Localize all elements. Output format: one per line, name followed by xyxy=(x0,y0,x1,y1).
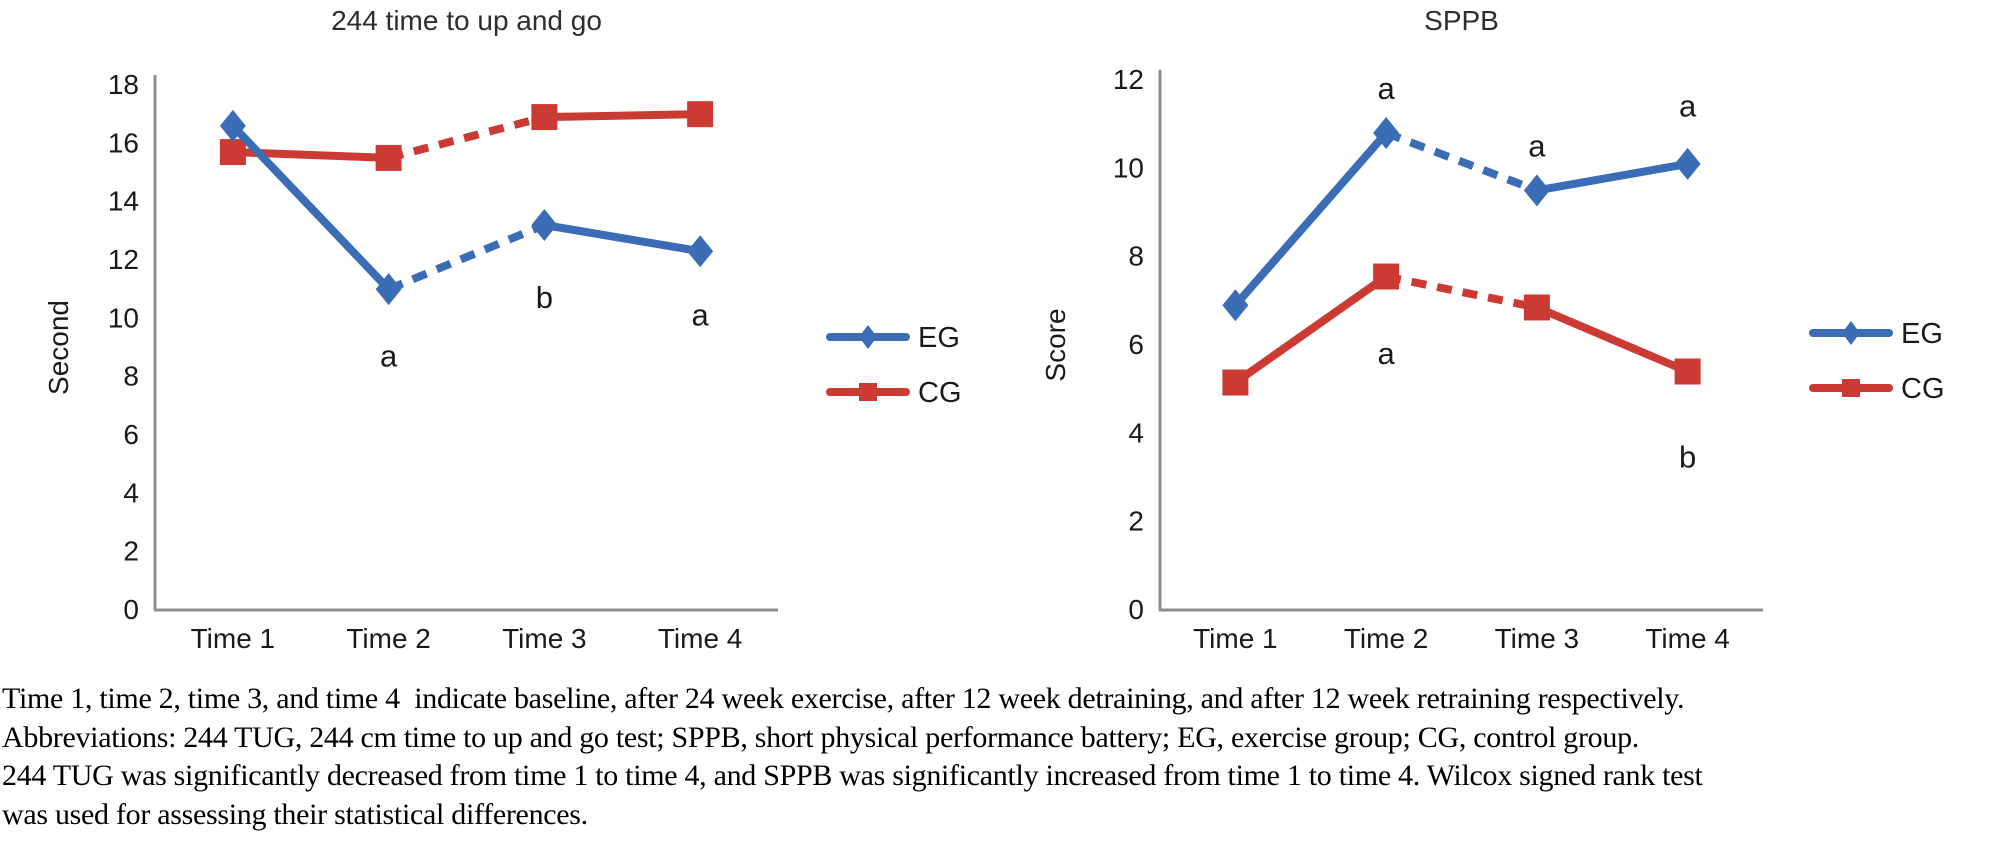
x-tick-label: Time 4 xyxy=(658,623,743,654)
series-marker-CG xyxy=(531,104,558,131)
annotation-label: a xyxy=(1679,89,1697,124)
series-line-CG xyxy=(1231,272,1391,387)
series-marker-CG xyxy=(219,139,246,166)
y-tick-label: 18 xyxy=(108,69,139,100)
legend-item-CG: CG xyxy=(1809,373,1945,405)
series-line-EG xyxy=(1532,159,1692,195)
series-line-EG xyxy=(387,221,546,293)
series-marker-CG xyxy=(687,101,714,128)
legend-item-EG: EG xyxy=(826,322,960,354)
chart-canvas: 244 time to up and go Second 0 2 4 6 8 10 12 14 16… xyxy=(43,5,962,654)
series-marker-EG xyxy=(531,209,558,241)
figure-caption: Time 1, time 2, time 3, and time 4 indic… xyxy=(2,680,1995,834)
y-axis-title: Second xyxy=(43,300,74,395)
x-tick-label: Time 2 xyxy=(346,623,431,654)
chart-244-tug: 244 time to up and go Second 0 2 4 6 8 10 12 14 16… xyxy=(0,0,1040,672)
y-tick-label: 16 xyxy=(108,127,139,158)
y-tick-label: 10 xyxy=(108,302,139,333)
x-tick-label: Time 4 xyxy=(1645,623,1730,654)
legend-label-CG: CG xyxy=(918,377,962,409)
series-marker-EG xyxy=(375,273,402,306)
chart-title: SPPB xyxy=(1424,5,1499,36)
series-line-CG xyxy=(1385,272,1538,312)
x-tick-label: Time 3 xyxy=(502,623,587,654)
series-marker-EG xyxy=(1373,117,1400,149)
y-tick-label: 8 xyxy=(1128,241,1144,272)
annotation-label: b xyxy=(1679,440,1696,475)
legend-label-EG: EG xyxy=(1901,318,1943,350)
legend-marker-EG xyxy=(859,325,877,349)
y-tick-label: 6 xyxy=(1128,329,1144,360)
series-line-CG xyxy=(387,113,546,162)
y-tick-label: 2 xyxy=(1128,506,1144,537)
y-tick-label: 4 xyxy=(123,477,139,508)
y-tick-label: 0 xyxy=(123,594,139,625)
series-marker-CG xyxy=(1222,369,1249,396)
series-marker-CG xyxy=(1674,358,1701,385)
annotation-label: b xyxy=(536,280,553,315)
y-tick-label: 2 xyxy=(123,536,139,567)
legend-marker-CG xyxy=(859,383,877,401)
series-line-EG xyxy=(1384,129,1539,195)
y-axis-title: Score xyxy=(1040,308,1071,381)
series-marker-EG xyxy=(219,109,246,142)
legend-item-CG: CG xyxy=(826,377,962,409)
annotation-label: a xyxy=(380,338,398,373)
legend-item-EG: EG xyxy=(1809,318,1943,350)
caption-line: Abbreviations: 244 TUG, 244 cm time to u… xyxy=(2,720,1639,754)
series-marker-EG xyxy=(687,235,714,268)
charts-row: 244 time to up and go Second 0 2 4 6 8 10 12 14 16… xyxy=(0,0,1995,672)
annotation-label: a xyxy=(1378,336,1396,371)
annotation-label: a xyxy=(692,297,710,332)
legend-label-EG: EG xyxy=(918,322,960,354)
y-tick-label: 6 xyxy=(123,419,139,450)
legend-marker-EG xyxy=(1842,321,1860,345)
y-tick-label: 8 xyxy=(123,361,139,392)
x-tick-label: Time 3 xyxy=(1495,623,1580,654)
x-tick-label: Time 1 xyxy=(191,623,276,654)
series-marker-CG xyxy=(1523,294,1550,321)
x-tick-label: Time 1 xyxy=(1193,623,1278,654)
series-line-EG xyxy=(1231,129,1391,310)
legend-label-CG: CG xyxy=(1901,373,1945,405)
chart-title: 244 time to up and go xyxy=(331,5,602,36)
series-marker-EG xyxy=(1523,174,1550,207)
series-line-EG xyxy=(228,121,393,294)
series-line-CG xyxy=(1532,303,1692,376)
x-tick-label: Time 2 xyxy=(1344,623,1429,654)
series-marker-CG xyxy=(1373,263,1400,290)
y-tick-label: 0 xyxy=(1128,594,1144,625)
annotation-label: a xyxy=(1528,128,1546,163)
caption-line: 244 TUG was significantly decreased from… xyxy=(2,759,1703,792)
series-marker-EG xyxy=(1674,147,1701,180)
series-line-CG xyxy=(540,110,705,122)
y-tick-label: 12 xyxy=(1113,64,1144,95)
legend-marker-CG xyxy=(1842,379,1860,397)
chart-sppb: SPPB Score 0 2 4 6 8 10 12 Time 1 Time 2 Time 3 Time… xyxy=(1040,0,1995,672)
series-line-EG xyxy=(540,221,705,256)
series-marker-CG xyxy=(375,144,402,171)
y-tick-label: 10 xyxy=(1113,152,1144,183)
series-marker-EG xyxy=(1222,289,1249,322)
annotation-label: a xyxy=(1378,71,1396,106)
caption-line: was used for assessing their statistical… xyxy=(2,797,588,831)
y-tick-label: 14 xyxy=(108,186,139,217)
caption-line: Time 1, time 2, time 3, and time 4 indic… xyxy=(2,682,1685,715)
y-tick-label: 12 xyxy=(108,244,139,275)
chart-canvas: SPPB Score 0 2 4 6 8 10 12 Time 1 Time 2 Time 3 Time… xyxy=(1040,5,1945,654)
y-tick-label: 4 xyxy=(1128,417,1144,448)
